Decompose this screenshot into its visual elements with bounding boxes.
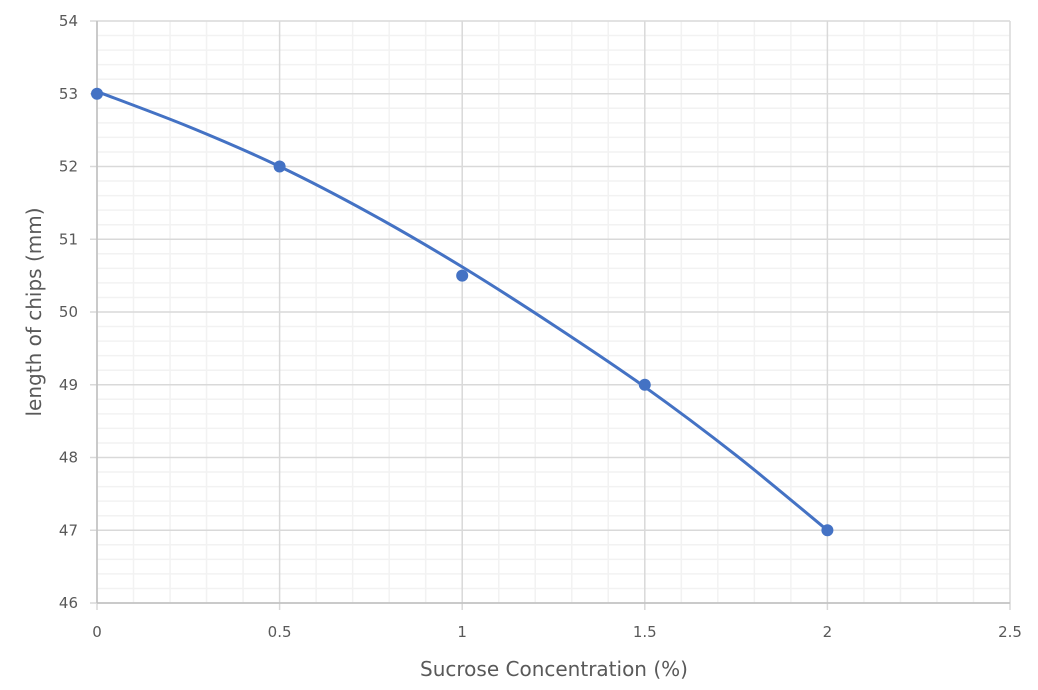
data-points	[91, 87, 834, 537]
x-tick-label: 1.5	[633, 623, 657, 641]
y-tick-label: 47	[59, 521, 78, 539]
y-axis-tick-labels: 46 47 48 49 50 51 52 53 54	[59, 12, 78, 612]
y-tick-label: 53	[59, 85, 78, 103]
y-tick-label: 52	[59, 158, 78, 176]
y-axis-title: length of chips (mm)	[22, 207, 46, 416]
axes	[96, 21, 1010, 604]
data-point	[273, 160, 286, 173]
data-point	[638, 378, 651, 391]
y-tick-label: 49	[59, 376, 78, 394]
trendline	[96, 90, 829, 532]
x-axis-tick-labels: 0 0.5 1 1.5 2 2.5	[92, 623, 1022, 641]
y-tick-label: 48	[59, 449, 78, 467]
major-grid	[90, 20, 1011, 610]
x-tick-label: 0.5	[268, 623, 292, 641]
data-point	[821, 524, 834, 537]
y-tick-label: 51	[59, 230, 78, 248]
data-point	[456, 269, 469, 282]
x-tick-label: 2.5	[998, 623, 1022, 641]
x-tick-label: 2	[823, 623, 833, 641]
y-tick-label: 50	[59, 303, 78, 321]
y-tick-label: 46	[59, 594, 78, 612]
x-tick-label: 0	[92, 623, 102, 641]
y-tick-label: 54	[59, 12, 78, 30]
x-tick-label: 1	[457, 623, 467, 641]
x-axis-title: Sucrose Concentration (%)	[420, 657, 688, 681]
data-point	[91, 87, 103, 100]
